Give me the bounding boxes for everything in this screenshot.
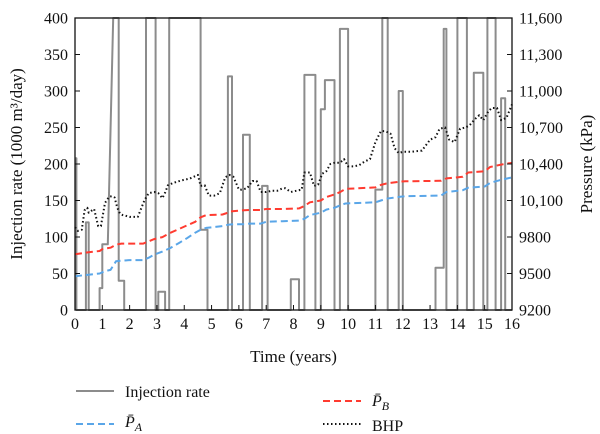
- x-tick-label: 3: [153, 316, 161, 333]
- y-left-tick-label: 50: [52, 266, 68, 283]
- x-tick-label: 12: [395, 316, 411, 333]
- x-tick-label: 14: [449, 316, 465, 333]
- y-right-tick-label: 11,000: [519, 84, 562, 101]
- legend-label-bhp: BHP: [372, 418, 403, 434]
- y-left-tick-label: 250: [44, 120, 68, 137]
- y-right-tick-label: 10,400: [519, 157, 563, 174]
- axes-layer: 0 1 2 3 4 5 6 7 8 9 10 11 12 13 14 15 160501001502002503…: [7, 11, 596, 367]
- x-tick-label: 8: [290, 316, 298, 333]
- x-tick-label: 16: [504, 316, 520, 333]
- series-layer: [74, 17, 513, 311]
- x-tick-label: 11: [368, 316, 383, 333]
- legend: Injection rate P̄B P̄A BHP: [76, 384, 403, 434]
- series-line-injection-rate: [75, 17, 512, 311]
- y-right-tick-label: 10,700: [519, 120, 563, 137]
- y-left-axis-title: Injection rate (1000 m³/day): [7, 68, 26, 260]
- y-right-tick-label: 11,600: [519, 11, 562, 28]
- y-left-tick-label: 150: [44, 193, 68, 210]
- y-left-tick-label: 300: [44, 84, 68, 101]
- legend-label-pa-subscript: A: [134, 420, 143, 434]
- y-right-axis-title: Pressure (kPa): [577, 115, 596, 214]
- y-left-tick-label: 200: [44, 157, 68, 174]
- legend-label-pb: P̄B: [371, 393, 390, 413]
- y-right-tick-label: 9200: [519, 303, 551, 320]
- legend-label-injection-rate: Injection rate: [125, 384, 210, 401]
- y-right-tick-label: 11,300: [519, 47, 562, 64]
- x-tick-label: 13: [422, 316, 438, 333]
- x-tick-label: 6: [235, 316, 243, 333]
- x-tick-label: 15: [477, 316, 493, 333]
- x-tick-label: 9: [317, 316, 325, 333]
- y-left-tick-label: 100: [44, 230, 68, 247]
- y-right-tick-label: 10,100: [519, 193, 563, 210]
- series-line-pa: [74, 176, 513, 278]
- x-tick-label: 7: [262, 316, 270, 333]
- x-tick-label: 2: [126, 316, 134, 333]
- legend-label-pb-subscript: B: [382, 399, 390, 413]
- y-right-tick-label: 9500: [519, 266, 551, 283]
- x-tick-label: 0: [71, 316, 79, 333]
- y-left-tick-label: 0: [60, 303, 68, 320]
- x-tick-label: 4: [180, 316, 188, 333]
- x-axis-title: Time (years): [250, 347, 337, 366]
- series-line-pb: [74, 161, 513, 256]
- x-tick-label: 10: [340, 316, 356, 333]
- legend-label-pa: P̄A: [124, 414, 143, 434]
- y-right-tick-label: 9800: [519, 230, 551, 247]
- x-tick-label: 5: [208, 316, 216, 333]
- y-left-tick-label: 400: [44, 11, 68, 28]
- x-tick-label: 1: [98, 316, 106, 333]
- legend-label-pa-symbol: P̄: [124, 414, 135, 431]
- y-left-tick-label: 350: [44, 47, 68, 64]
- legend-label-pb-symbol: P̄: [371, 393, 382, 410]
